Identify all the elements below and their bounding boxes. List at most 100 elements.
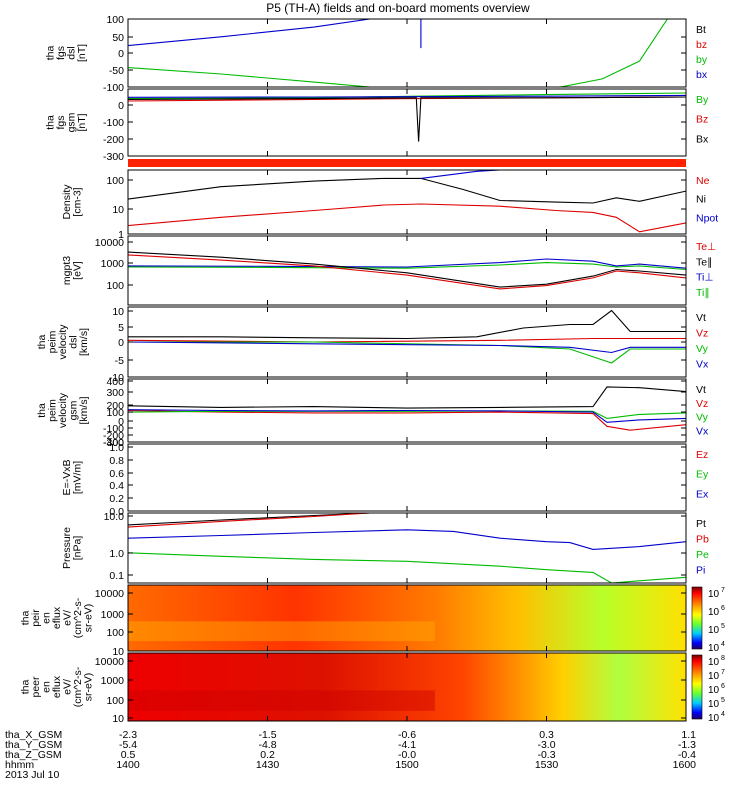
ylabel-line: eflux [51, 606, 63, 629]
ylabel-line: sr-eV) [83, 604, 95, 633]
ytick-label: 0.0 [109, 506, 124, 518]
ephem-label: tha_Z_GSM [5, 749, 62, 761]
series-line-temperature-0 [128, 258, 686, 269]
ytick-label: 300 [106, 387, 124, 399]
series-line-velocity-gsm-3 [128, 409, 686, 423]
series-line-density-1 [128, 203, 686, 233]
ytick-label: 10 [112, 306, 124, 318]
legend-temperature-1: Te∥ [696, 256, 712, 268]
colorbar-tick-exp: 4 [721, 711, 725, 718]
ytick-label: 0 [118, 416, 124, 428]
ytick-label: 100 [106, 627, 124, 639]
legend-fgs-gsm-2: Bx [696, 133, 709, 145]
ylabel-line: tha [20, 611, 32, 626]
ylabel-line: tha [44, 115, 56, 130]
ephem-value: -1.3 [678, 739, 696, 751]
ylabel-line: eflux [51, 675, 63, 698]
ephem-label: hhmm [5, 759, 34, 771]
ylabel-line: tha [20, 680, 32, 695]
ytick-label: 1000 [101, 609, 125, 621]
ylabel-line: [cm-3] [71, 187, 83, 216]
ylabel-fgs-dsl: thafgsdsl[nT] [44, 44, 88, 62]
ytick-label: 1 [118, 229, 124, 241]
panel-pressure: Pt Pb Pe Pi 10.0 1.0 0.1 Pressure[nPa] [61, 511, 709, 584]
ytick-label: 50 [112, 32, 124, 44]
ylabel-line: [mV/m] [71, 461, 83, 494]
ytick-label: -200 [103, 430, 124, 442]
panel-fgs-gsm: By Bz Bx 0 -100 -200 -300 thafgsgsm[nT] [44, 88, 709, 163]
series-group [128, 251, 686, 290]
legend-efield-0: Ez [696, 449, 708, 461]
ytick-label: -5 [115, 355, 124, 367]
legend-velocity-dsl-0: Vt [696, 312, 706, 324]
colorbar-tick: 10 [708, 671, 720, 682]
date-label: 2013 Jul 10 [5, 769, 59, 781]
ytick-label: 10000 [95, 237, 124, 249]
panel-frame [127, 18, 687, 88]
ylabel-line: [eV] [71, 261, 83, 280]
legend-temperature-2: Ti⊥ [696, 272, 714, 284]
ephem-value: -4.1 [398, 739, 416, 751]
ylabel-line: mgpt3 [61, 256, 73, 285]
ephem-label: tha_X_GSM [5, 729, 62, 741]
colorbar-tick-exp: 5 [721, 623, 725, 630]
colorbar-tick-exp: 7 [721, 669, 725, 676]
ylabel-efield: E=-VxB[mV/m] [61, 460, 84, 496]
ephemeris-table: tha_X_GSM -2.3 -1.5 -0.6 0.3 1.1 tha_Y_GSM -5.4… [5, 729, 696, 781]
spectrogram-band [128, 621, 435, 642]
ytick-label: -300 [103, 151, 124, 163]
ytick-label: 0 [118, 337, 124, 349]
panel-frame [127, 235, 687, 306]
ytick-label: -200 [103, 134, 124, 146]
ytick-label: 1000 [101, 675, 125, 687]
ytick-label: 10.0 [104, 511, 125, 523]
panel-efield: Ez Ey Ex 1.00.80.60.40.20.0 E=-VxB[mV/m] [61, 442, 709, 518]
colorbar-tick-exp: 5 [721, 697, 725, 704]
legend-fgs-gsm-0: By [696, 94, 709, 106]
ephem-value: -4.8 [258, 739, 276, 751]
ytick-label: 10 [112, 646, 124, 658]
series-group [128, 386, 686, 431]
ytick-label: -300 [103, 437, 124, 449]
ylabel-line: tha [36, 403, 48, 418]
legend-velocity-gsm-2: Vy [696, 412, 709, 424]
ylabel-line: peir [30, 609, 42, 627]
ytick-label: 100 [106, 280, 124, 292]
ylabel-pressure: Pressure[nPa] [61, 527, 84, 569]
series-line-fgs-dsl-2 [560, 19, 668, 87]
legend-efield-1: Ey [696, 469, 709, 481]
ylabel-line: Density [61, 184, 73, 220]
legend-pressure-0: Pt [696, 518, 706, 530]
ephem-value: 1.1 [681, 729, 696, 741]
colorbar-tick-exp: 6 [721, 605, 725, 612]
series-line-velocity-gsm-1 [128, 409, 686, 431]
ylabel-line: (cm^2-s- [72, 597, 84, 638]
series-line-velocity-dsl-1 [128, 337, 686, 343]
legend-pressure-3: Pi [696, 565, 705, 577]
ylabel-line: E=-VxB [61, 460, 73, 496]
ylabel-line: (cm^2-s- [72, 666, 84, 707]
ylabel-line: velocity [57, 392, 69, 428]
ytick-label: 0.4 [109, 480, 124, 492]
legend-efield-2: Ex [696, 488, 709, 500]
ylabel-velocity-dsl: thapeimvelocitydsl[km/s] [36, 324, 90, 360]
panel-density: Ne Ni Npot 100 10 1 Density[cm-3] [61, 169, 718, 241]
ytick-label: 0.6 [109, 468, 124, 480]
ylabel-line: peim [47, 330, 59, 353]
panel-fgs-dsl: Bt bz by bx 100 50 0 -50 -100 thafgsdsl[nT] [44, 14, 708, 94]
legend-velocity-dsl-2: Vy [696, 343, 709, 355]
chart-title: P5 (TH-A) fields and on-board moments ov… [266, 1, 530, 15]
series-line-velocity-dsl-0 [128, 309, 686, 340]
ylabel-line: fgs [55, 46, 67, 60]
legend-velocity-dsl-3: Vx [696, 359, 709, 371]
ephem-value: -0.4 [678, 749, 696, 761]
ytick-label: 10000 [95, 588, 124, 600]
series-line-velocity-dsl-2 [128, 341, 686, 364]
ylabel-line: dsl [65, 46, 77, 59]
ephem-value: -5.4 [119, 739, 137, 751]
ytick-label: 100 [106, 175, 124, 187]
mode-bar [128, 159, 686, 167]
legend-velocity-gsm-0: Vt [696, 384, 706, 396]
